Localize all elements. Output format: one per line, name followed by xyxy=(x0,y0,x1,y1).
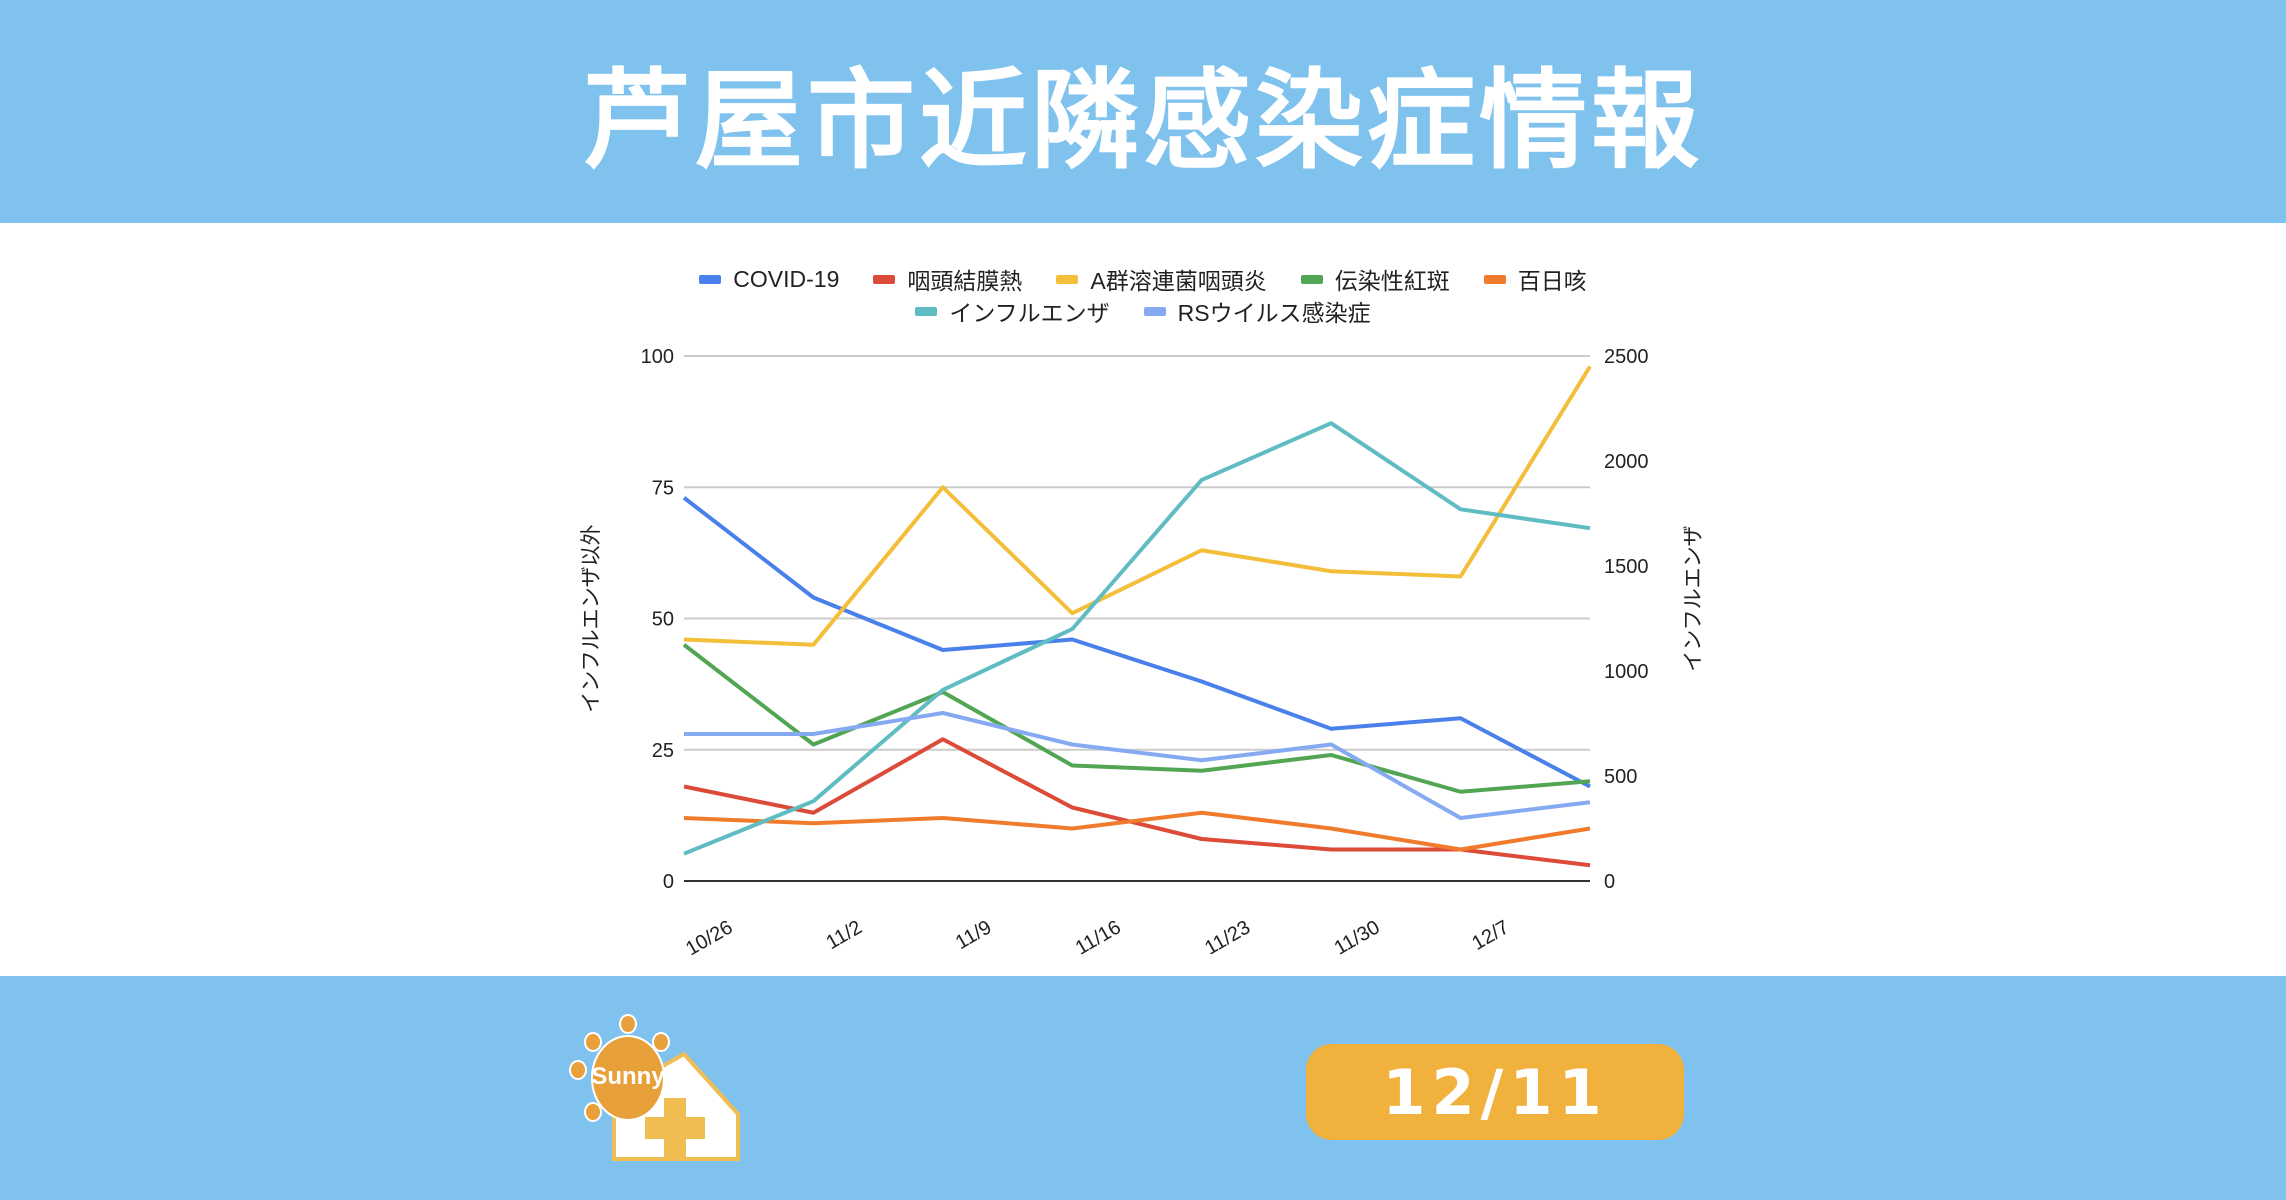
left-tick-label: 25 xyxy=(652,740,674,762)
x-tick-label: 11/30 xyxy=(1331,916,1384,959)
legend-item-rsv[interactable]: RSウイルス感染症 xyxy=(1143,294,1371,328)
legend-swatch xyxy=(699,274,722,284)
series-line-百日咳 xyxy=(683,810,1591,852)
left-tick-label: 50 xyxy=(652,609,674,631)
series-line-A群溶連菌咽頭炎 xyxy=(683,365,1592,647)
legend-swatch xyxy=(1300,274,1323,284)
sunny-clinic-logo: Sunny xyxy=(569,1014,740,1161)
series-line-RSウイルス感染症 xyxy=(684,711,1591,820)
x-tick-label: 11/2 xyxy=(822,916,865,954)
chart-area xyxy=(0,223,2286,976)
legend-item-influenza[interactable]: インフルエンザ xyxy=(915,294,1110,328)
legend-swatch xyxy=(1483,274,1506,284)
left-tick-label: 100 xyxy=(641,346,674,368)
legend-swatch xyxy=(915,306,938,316)
series-line-インフルエンザ xyxy=(683,421,1591,856)
legend-item-erythema[interactable]: 伝染性紅斑 xyxy=(1300,262,1450,296)
right-tick-label: 1000 xyxy=(1604,661,1649,683)
series-line-咽頭結膜熱 xyxy=(683,737,1591,868)
x-tick-label: 11/16 xyxy=(1072,916,1125,959)
legend-swatch xyxy=(1143,306,1166,316)
x-tick-label: 11/9 xyxy=(952,916,995,954)
legend-row-2: インフルエンザ RSウイルス感染症 xyxy=(0,294,2286,328)
page-title: 芦屋市近隣感染症情報 xyxy=(582,58,1703,184)
legend-label: COVID-19 xyxy=(733,265,840,292)
right-tick-label: 2000 xyxy=(1604,451,1649,473)
legend-item-pertussis[interactable]: 百日咳 xyxy=(1483,262,1587,296)
right-axis-title: インフルエンザ xyxy=(1682,525,1705,671)
series-line-伝染性紅斑 xyxy=(682,643,1591,794)
legend-label: 百日咳 xyxy=(1517,268,1587,294)
x-tick-label: 12/7 xyxy=(1468,916,1513,955)
legend-label: 伝染性紅斑 xyxy=(1334,268,1450,294)
legend-row-1: COVID-19 咽頭結膜熱 A群溶連菌咽頭炎 伝染性紅斑 百日咳 xyxy=(0,262,2286,296)
series-line-COVID-19 xyxy=(682,496,1591,789)
legend-item-strep[interactable]: A群溶連菌咽頭炎 xyxy=(1056,262,1267,296)
right-tick-label: 2500 xyxy=(1604,346,1649,368)
x-tick-label: 10/26 xyxy=(682,916,736,960)
legend-label: インフルエンザ xyxy=(949,300,1110,326)
legend-item-pcf[interactable]: 咽頭結膜熱 xyxy=(873,262,1022,296)
legend-label: RSウイルス感染症 xyxy=(1177,300,1371,326)
svg-text:Sunny: Sunny xyxy=(591,1063,665,1090)
right-tick-label: 0 xyxy=(1604,871,1615,893)
legend-label: 咽頭結膜熱 xyxy=(907,268,1023,294)
right-tick-label: 500 xyxy=(1604,766,1637,788)
left-axis-title: インフルエンザ以外 xyxy=(580,524,603,712)
legend-swatch xyxy=(873,274,896,284)
date-badge: 12/11 xyxy=(1306,1044,1684,1140)
legend-label: A群溶連菌咽頭炎 xyxy=(1090,268,1267,294)
legend-swatch xyxy=(1056,274,1079,284)
right-tick-label: 1500 xyxy=(1604,556,1649,578)
legend-item-covid[interactable]: COVID-19 xyxy=(699,262,839,296)
header-banner: 芦屋市近隣感染症情報 xyxy=(0,0,2286,223)
x-tick-label: 11/23 xyxy=(1201,916,1254,959)
left-tick-label: 75 xyxy=(652,477,674,499)
footer-banner xyxy=(0,976,2286,1200)
left-tick-label: 0 xyxy=(663,871,674,893)
